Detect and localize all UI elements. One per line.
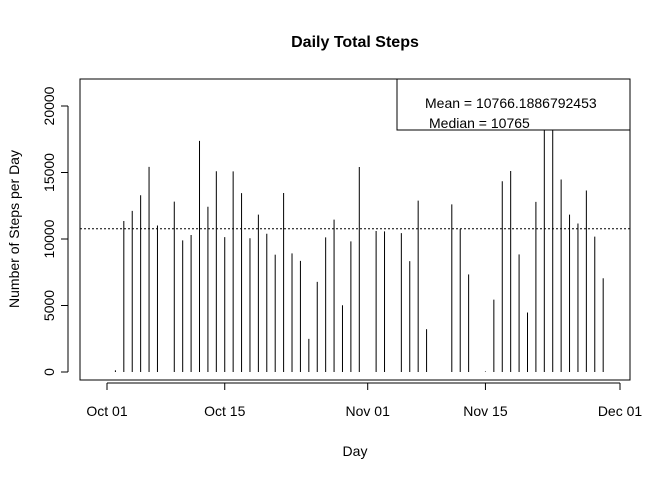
y-tick-label: 20000 [41, 86, 57, 125]
y-tick-label: 15000 [41, 153, 57, 192]
legend-entry-median: Median = 10765 [429, 115, 530, 131]
y-axis: 0 5000 10000 15000 20000 [41, 86, 69, 376]
x-axis-label: Day [343, 443, 368, 459]
y-tick-label: 10000 [41, 219, 57, 258]
x-tick-label: Oct 15 [204, 403, 245, 419]
x-tick-label: Nov 01 [346, 403, 391, 419]
legend-entry-mean: Mean = 10766.1886792453 [425, 95, 597, 111]
plot-frame [79, 78, 631, 381]
y-tick-label: 5000 [41, 290, 57, 321]
legend-box [396, 78, 631, 131]
x-tick-label: Oct 01 [86, 403, 127, 419]
x-tick-label: Nov 15 [463, 403, 508, 419]
chart-title: Daily Total Steps [291, 34, 419, 51]
x-axis: Oct 01 Oct 15 Nov 01 Nov 15 Dec 01 [86, 382, 643, 419]
y-axis-label: Number of Steps per Day [6, 150, 22, 308]
legend: Mean = 10766.1886792453 Median = 10765 [396, 78, 631, 131]
y-tick-label: 0 [41, 368, 57, 376]
bars [114, 90, 604, 372]
x-tick-label: Dec 01 [598, 403, 643, 419]
